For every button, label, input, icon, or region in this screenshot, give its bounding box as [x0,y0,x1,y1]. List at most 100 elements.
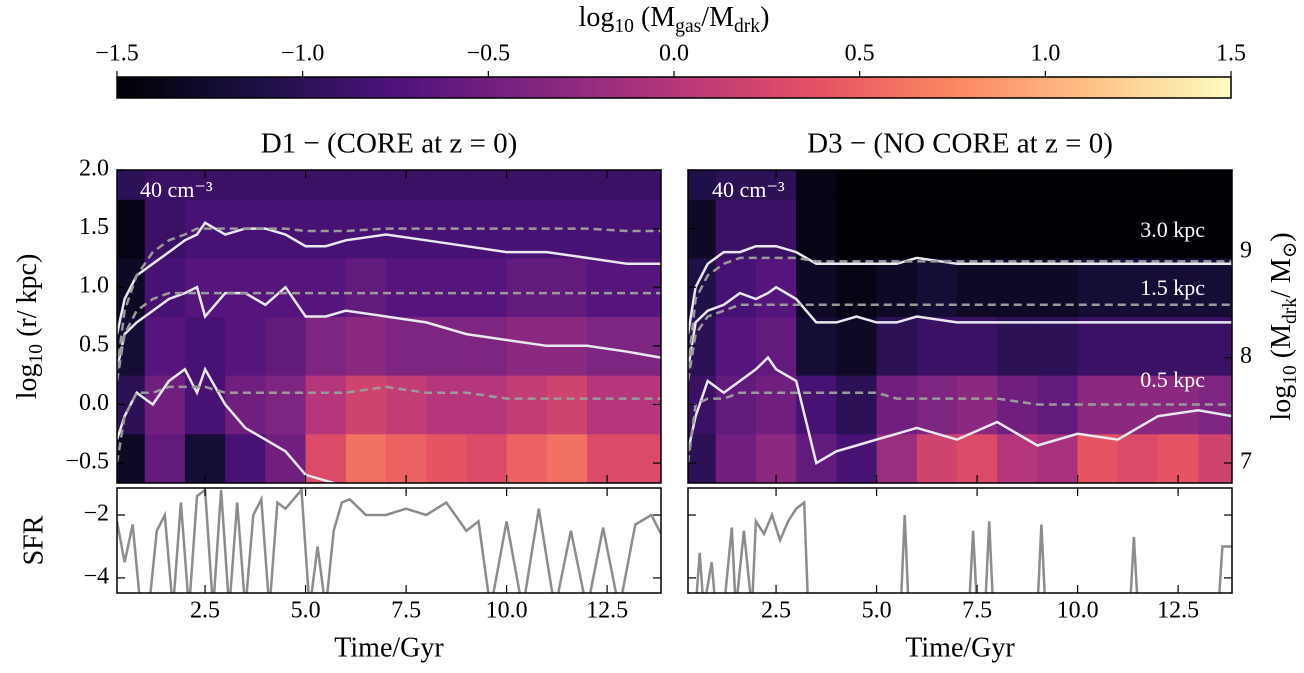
label-part: gas [675,16,701,37]
heatmap-cell [796,433,837,483]
heatmap-cell [506,199,548,259]
heatmap-cell [997,257,1038,318]
y-tick-label: −2 [83,501,109,527]
heatmap-cell [225,316,266,376]
colorbar-tick-label: 0.0 [659,41,689,67]
heatmap-cell [836,199,878,259]
heatmap-cell [345,316,387,376]
plot-frame [116,169,662,484]
heatmap-cell [1037,199,1079,259]
heatmap-cell [1117,170,1159,200]
heatmap-cell [836,316,878,376]
x-tick-label: 5.0 [862,598,892,624]
x-axis-label: Time/Gyr [905,632,1015,663]
heatmap-cell [688,433,717,483]
heatmap-cell [144,170,186,200]
label-part: (r/ kpc) [12,254,43,344]
colorbar-label: log10 (Mgas/Mdrk) [579,2,770,36]
heatmap-cell [506,433,548,483]
heatmap-cell [426,316,467,376]
heatmap-cell [1037,257,1079,318]
heatmap-cell [997,199,1038,259]
heatmap-cell [627,433,661,483]
dashed-line [688,256,1232,370]
heatmap-cell [997,170,1038,200]
label-part: drk [1280,298,1301,324]
heatmap-cell [956,199,998,259]
label-part: ) [760,2,769,33]
heatmap-cell [916,316,958,376]
heatmap-cell [184,375,226,435]
heatmap-cell [385,433,427,483]
y2-tick-label: 9 [1240,238,1252,264]
heatmap-cell [1158,199,1199,259]
heatmap-cell [1117,316,1159,376]
sfr-area [117,488,661,593]
heatmap-cell [265,433,307,483]
heatmap-cell [1117,199,1159,259]
colorbar-tick-label: 1.0 [1030,41,1060,67]
colorbar [116,76,1232,99]
heatmap-cell [506,257,548,318]
heatmap-cell [184,433,226,483]
heatmap-cell [1077,199,1119,259]
heatmap-cell [466,170,508,200]
y2-axis-label: log10 (Mdrk/ M⊙) [1266,232,1300,420]
annotation: 0.5 kpc [1140,367,1205,392]
heatmap-cell [426,375,467,435]
heatmap-cell [755,375,797,435]
colorbar-tick-label: −1.0 [281,41,325,67]
heatmap-cell [466,433,508,483]
y2-tick-label: 7 [1240,448,1252,474]
heatmap-cell [184,257,226,318]
heatmap-cell [466,375,508,435]
heatmap-cell [225,257,266,318]
heatmap-cell [546,170,588,200]
heatmap-cell [715,257,757,318]
colorbar-tick-label: 1.5 [1216,41,1246,67]
dashed-line [688,303,1232,382]
heatmap-cell [1158,316,1199,376]
heatmap-cell [876,170,918,200]
dashed-line [117,227,661,370]
heatmap-cell [225,375,266,435]
plot-frame [687,169,1233,484]
heatmap-cell [755,433,797,483]
heatmap-cell [117,170,146,200]
heatmap-cell [836,257,878,318]
label-part: /M [701,2,734,33]
heatmap-cell [755,316,797,376]
heatmap-cell [426,433,467,483]
heatmap-cell [144,433,186,483]
heatmap-cell [836,375,878,435]
radius-line [117,366,339,483]
heatmap-cell [1037,316,1079,376]
heatmap-cell [587,433,628,483]
y-tick-label: −4 [83,563,109,589]
heatmap-cell [1037,170,1079,200]
y-axis-label: log10 (r/ kpc) [12,254,46,400]
label-part: / M [1266,258,1297,298]
heatmap-cell [305,375,347,435]
label-part: 10 [1280,365,1301,385]
plot-frame [116,487,662,594]
heatmap-cell [916,433,958,483]
x-tick-label: 2.5 [190,598,220,624]
heatmap-cell [305,433,347,483]
heatmap-cell [385,375,427,435]
heatmap-cell [956,316,998,376]
heatmap-cell [225,433,266,483]
heatmap-cell [956,257,998,318]
sfr-line [117,488,661,593]
label-part: 10 [614,16,634,37]
heatmap-area [117,170,661,483]
colorbar-tick-label: −1.5 [95,41,139,67]
heatmap-cell [1037,433,1079,483]
dashed-line [117,291,661,382]
panel-title: D3 − (NO CORE at z = 0) [807,128,1113,160]
x-tick-label: 10.0 [1057,598,1099,624]
x-tick-label: 7.5 [391,598,421,624]
heatmap-cell [1158,257,1199,318]
heatmap-cell [1077,433,1119,483]
